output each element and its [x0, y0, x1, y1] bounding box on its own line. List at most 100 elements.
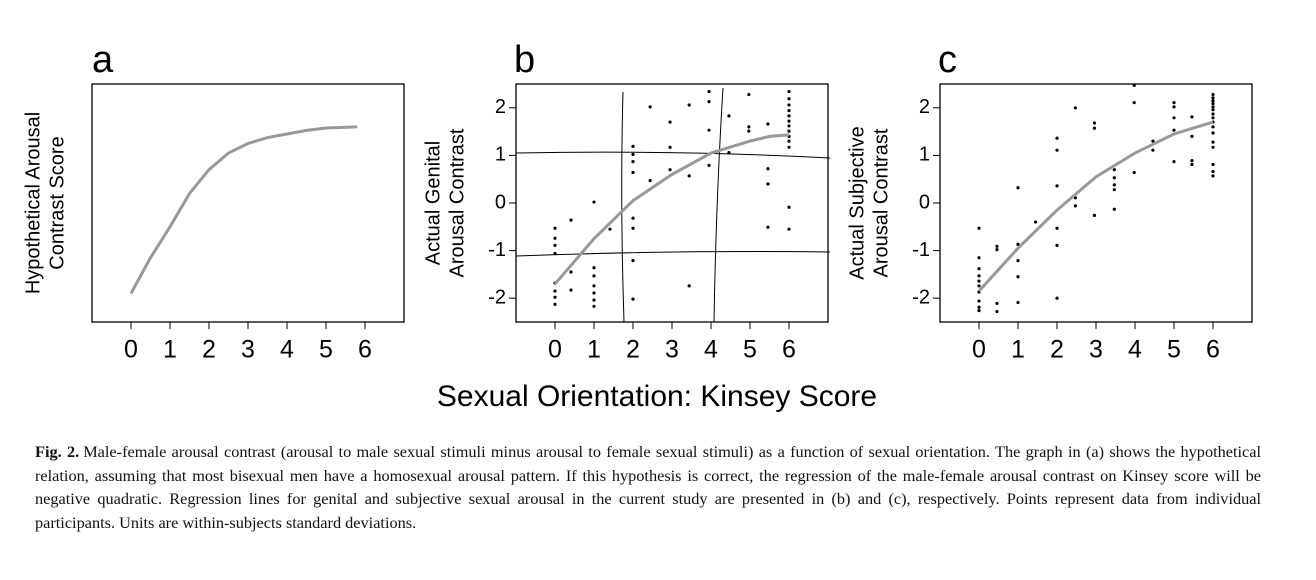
data-point [592, 291, 596, 295]
data-point [707, 90, 711, 94]
data-point [1033, 220, 1038, 224]
x-tick-label: 1 [163, 336, 177, 364]
data-point [787, 103, 791, 107]
data-point [727, 150, 731, 155]
data-point [1112, 183, 1116, 187]
data-point [592, 266, 596, 270]
y-axis-title: Actual Genital [422, 141, 444, 266]
data-point [707, 128, 711, 132]
data-point [747, 92, 751, 97]
x-tick-label: 0 [548, 336, 562, 364]
data-point [592, 304, 596, 308]
fit-line [977, 120, 1214, 293]
data-point [787, 109, 791, 113]
data-point [569, 218, 573, 222]
data-point [707, 100, 711, 104]
x-tick-label: 0 [124, 336, 138, 364]
data-point [668, 168, 672, 172]
data-point [1172, 116, 1176, 120]
data-point [1211, 145, 1215, 149]
data-point [787, 227, 791, 231]
data-point [1190, 115, 1194, 119]
data-point [766, 122, 770, 126]
data-point [1172, 105, 1176, 109]
data-point [707, 163, 711, 167]
data-point [977, 226, 981, 230]
fit-line [553, 133, 790, 285]
data-point [787, 97, 791, 101]
data-point [687, 174, 691, 178]
data-point [1092, 213, 1097, 217]
x-axis-title: Sexual Orientation: Kinsey Score [437, 380, 877, 413]
data-point [1073, 106, 1077, 110]
data-point [1172, 159, 1176, 164]
data-point [668, 120, 672, 124]
data-point [995, 301, 999, 306]
data-point [766, 167, 770, 171]
data-point [1055, 148, 1059, 152]
data-point [1211, 140, 1215, 144]
data-point [1055, 243, 1059, 247]
x-tick-label: 1 [587, 336, 601, 364]
y-axis-title: Hypothetical Arousal [22, 112, 44, 294]
data-point [1016, 258, 1020, 263]
data-point [766, 182, 770, 186]
panel-letter: a [92, 39, 114, 81]
data-point [569, 270, 573, 274]
data-point [1211, 108, 1215, 112]
data-point [1132, 100, 1136, 105]
data-point [1190, 162, 1194, 167]
x-tick-label: 5 [319, 336, 333, 364]
x-tick-label: 2 [202, 336, 216, 364]
y-axis-title: Arousal Contrast [446, 128, 468, 277]
y-tick-label: 1 [919, 144, 930, 166]
x-tick-label: 5 [743, 336, 757, 364]
data-point [747, 125, 751, 129]
data-point [631, 170, 635, 175]
data-point [1190, 134, 1194, 138]
caption-text: Male-female arousal contrast (arousal to… [35, 442, 1262, 532]
y-tick-label: -2 [488, 286, 506, 308]
x-tick-label: 4 [1128, 336, 1142, 364]
data-point [553, 295, 557, 299]
data-point [977, 256, 981, 260]
y-axis-title: Actual Subjective [846, 126, 868, 279]
data-point [1092, 126, 1097, 130]
data-point [1211, 101, 1215, 106]
data-point [553, 236, 557, 240]
data-point [1112, 207, 1116, 211]
data-point [1211, 116, 1215, 120]
data-point [995, 309, 999, 314]
data-point [631, 226, 635, 230]
x-tick-label: 3 [1089, 336, 1103, 364]
y-axis-title: Arousal Contrast [870, 128, 892, 277]
data-point [553, 226, 557, 230]
x-tick-label: 6 [1206, 336, 1220, 364]
x-tick-label: 0 [972, 336, 986, 364]
plot-frame [939, 83, 1253, 323]
data-point [1055, 136, 1059, 140]
data-point [631, 216, 635, 220]
data-point [977, 284, 981, 288]
data-point [592, 298, 596, 302]
data-point [787, 129, 791, 133]
data-point [687, 284, 691, 288]
data-point [1055, 184, 1059, 188]
data-point [553, 302, 557, 306]
data-point [1016, 300, 1020, 305]
data-point [977, 308, 981, 313]
data-point [668, 145, 672, 149]
x-tick-label: 5 [1167, 336, 1181, 364]
x-tick-label: 6 [358, 336, 372, 364]
data-point [787, 114, 791, 118]
data-point [631, 297, 635, 301]
data-point [1211, 96, 1215, 100]
data-point [1112, 188, 1116, 192]
data-point [631, 258, 635, 263]
data-point [977, 279, 981, 283]
data-point [1211, 105, 1215, 109]
x-tick-label: 3 [241, 336, 255, 364]
data-point [1211, 92, 1215, 97]
hand-line [515, 251, 831, 257]
data-point [787, 124, 791, 128]
